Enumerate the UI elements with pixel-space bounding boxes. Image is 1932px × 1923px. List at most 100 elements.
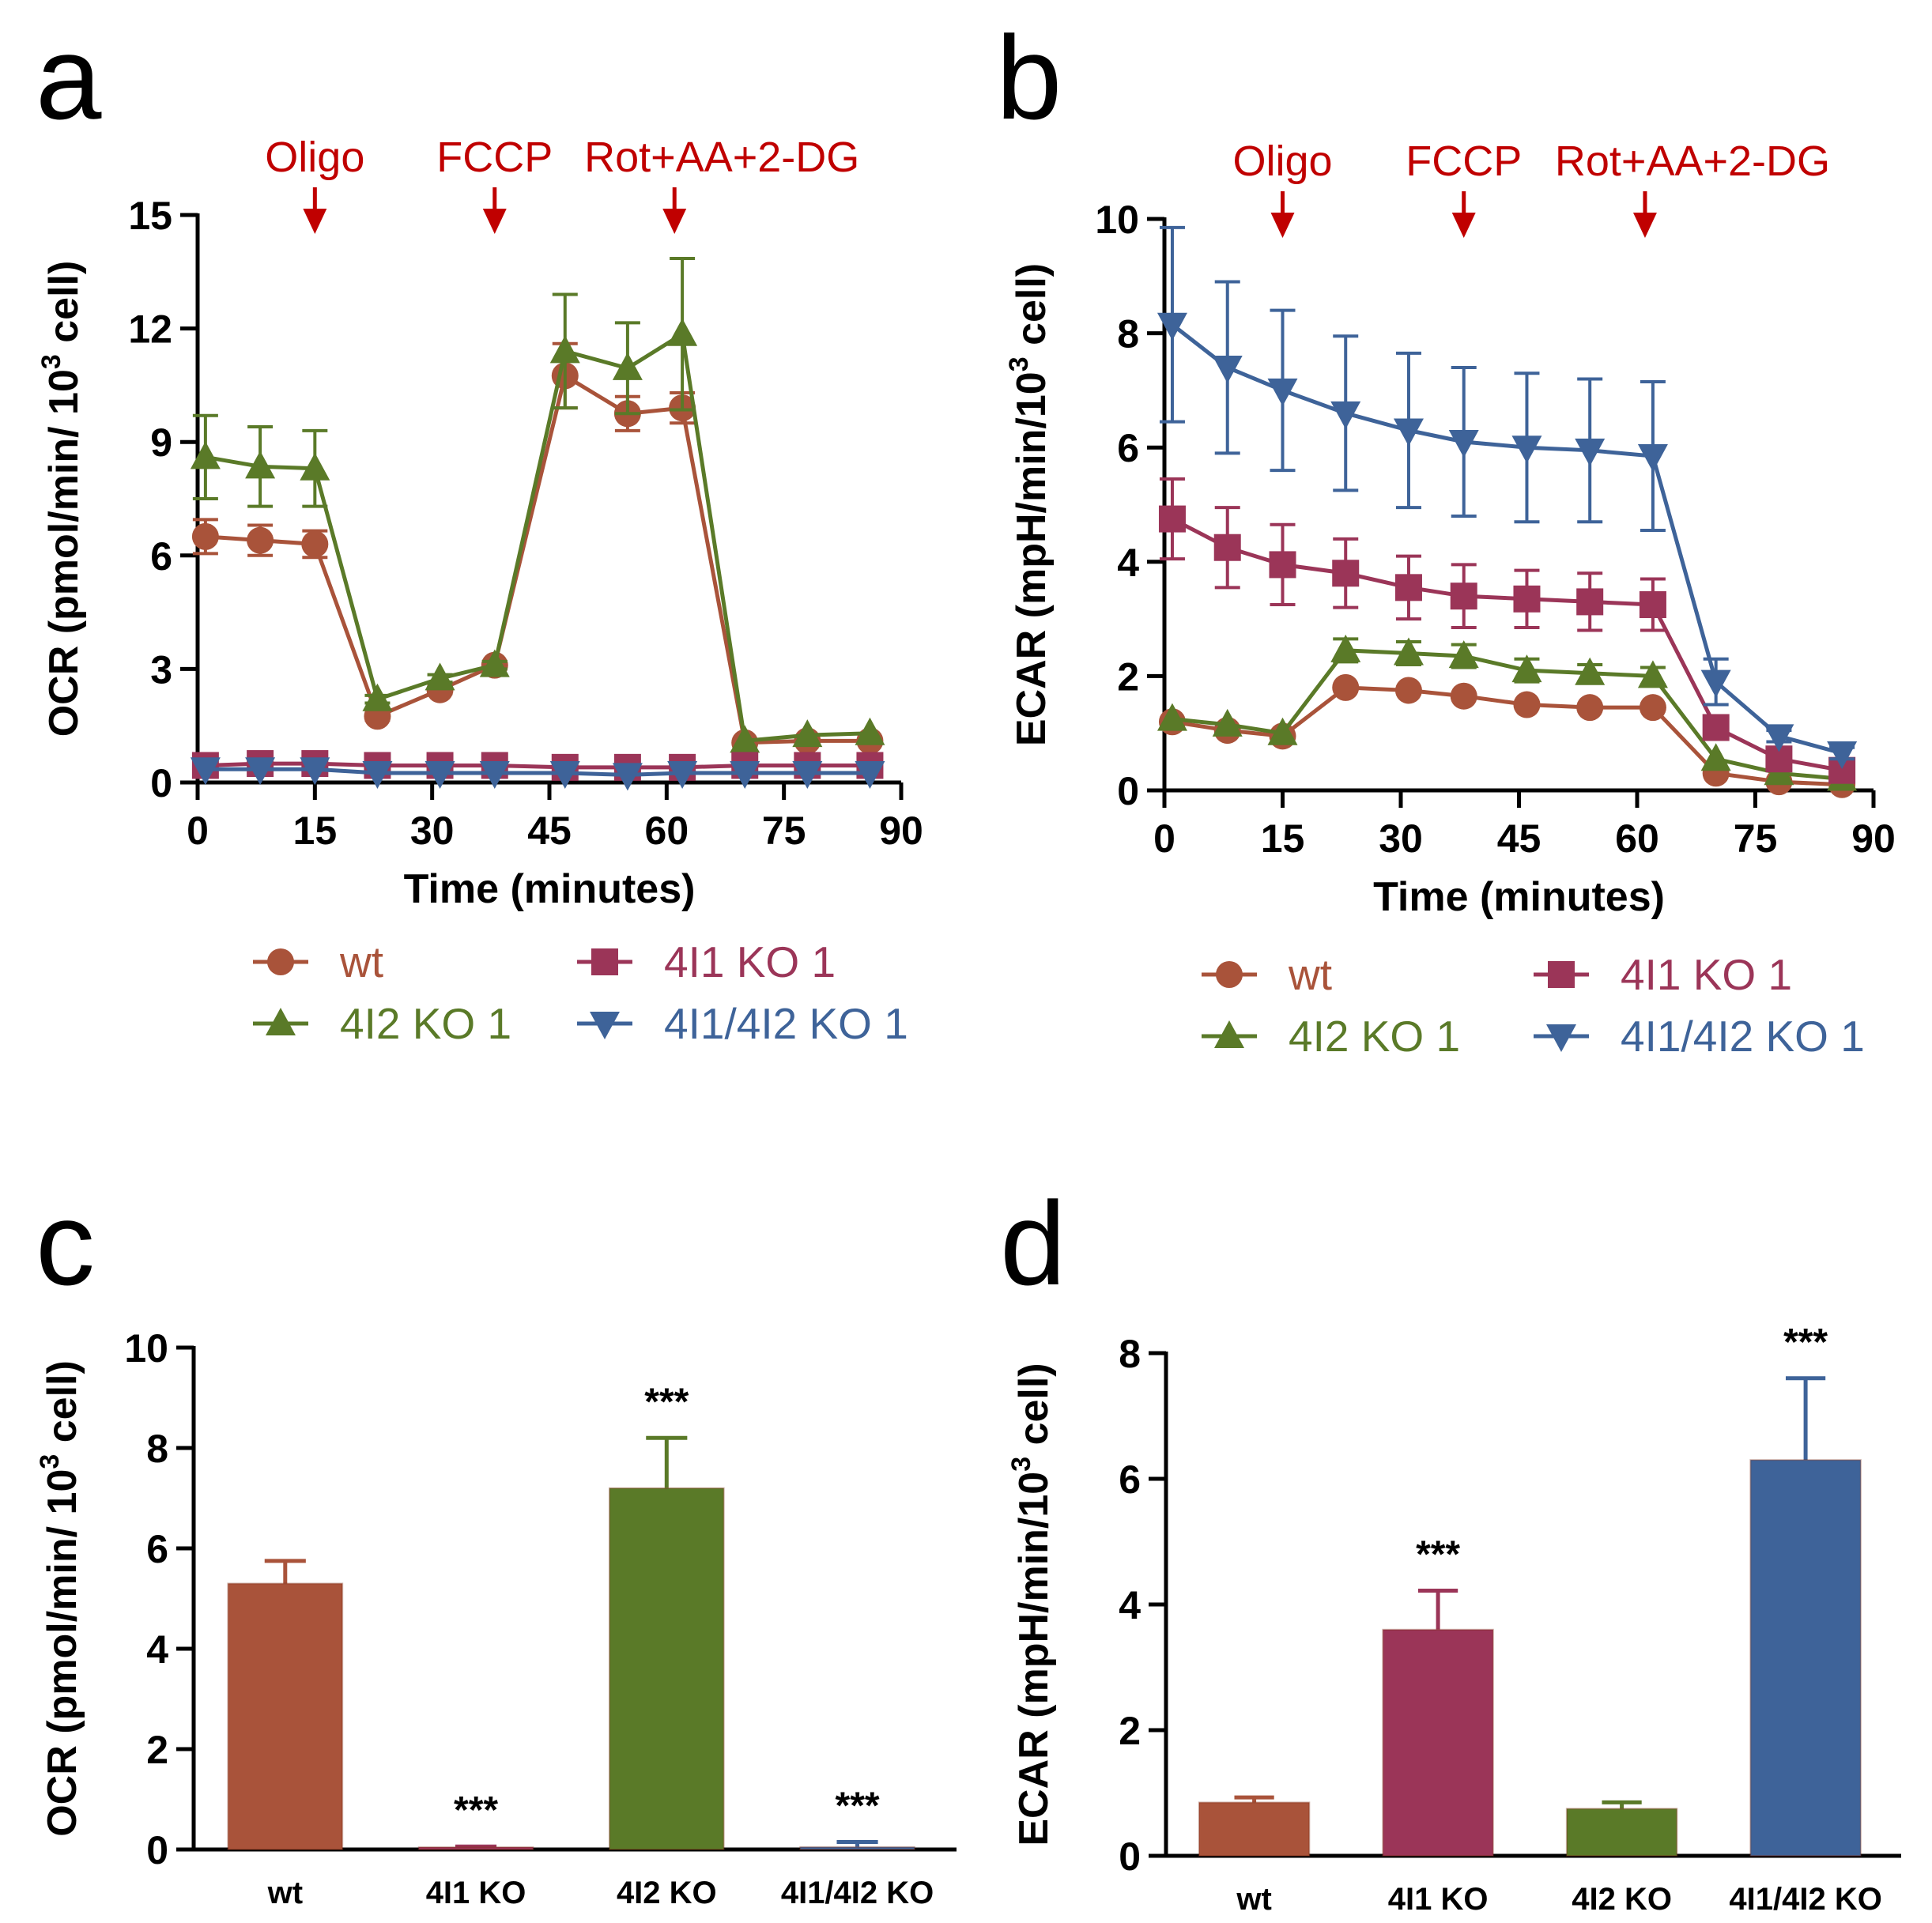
data-point <box>190 757 221 786</box>
data-point <box>1576 588 1604 616</box>
data-point <box>855 761 885 790</box>
legend-label: 4I1/4I2 KO 1 <box>664 999 908 1048</box>
x-tick-label: 45 <box>1497 816 1541 861</box>
y-axis-title: ECAR (mpH/min/103 cell) <box>1004 263 1055 746</box>
data-point <box>1212 708 1243 737</box>
data-point <box>549 761 580 790</box>
y-axis-title-main: ECAR (mpH/min/10 <box>1011 1472 1057 1846</box>
y-tick-label: 8 <box>146 1427 168 1471</box>
data-point <box>301 530 329 558</box>
data-point <box>1639 694 1666 722</box>
data-point <box>549 335 580 364</box>
y-axis-title-end: cell) <box>40 1360 85 1454</box>
y-axis-title-main: ECAR (mpH/min/10 <box>1009 371 1055 746</box>
legend: wt 4I1 KO 1 4I2 KO 1 4I1/4I2 KO 1 <box>1202 950 1865 1061</box>
data-point <box>792 761 823 790</box>
bar-4I1/4I2 KO <box>799 1846 915 1850</box>
data-point <box>1448 640 1479 669</box>
data-point <box>1448 429 1479 458</box>
significance-stars: *** <box>836 1785 880 1827</box>
data-point <box>1393 418 1424 447</box>
treatment-label: Oligo <box>1232 138 1332 185</box>
significance-stars: *** <box>454 1789 498 1831</box>
y-tick-label: 10 <box>1095 198 1139 242</box>
x-category-label: wt <box>1236 1882 1271 1917</box>
treatment-label: Rot+AA+2-DG <box>1555 138 1830 185</box>
y-tick-label: 0 <box>146 1828 168 1872</box>
y-axis-title-end: cell) <box>1011 1363 1057 1457</box>
panel-letter: d <box>1000 1177 1066 1310</box>
data-point <box>425 662 455 691</box>
legend-marker <box>1214 1020 1244 1048</box>
legend-marker <box>266 1008 296 1035</box>
data-point <box>1827 741 1858 770</box>
data-point <box>300 452 330 481</box>
legend-label: 4I1/4I2 KO 1 <box>1621 1012 1865 1061</box>
x-tick-label: 60 <box>1615 816 1659 861</box>
x-tick-label: 60 <box>645 809 689 853</box>
data-point <box>1332 560 1360 587</box>
data-point <box>479 649 510 677</box>
x-tick-label: 15 <box>1261 816 1305 861</box>
series-wt <box>1158 673 1856 798</box>
data-point <box>1513 585 1541 613</box>
treatment-arrow-head <box>1632 213 1657 238</box>
bar-4I2 KO <box>1565 1808 1678 1857</box>
x-category-label: 4I2 KO <box>617 1876 717 1910</box>
data-point <box>1700 743 1731 771</box>
data-point <box>1269 551 1296 579</box>
data-point <box>855 717 885 745</box>
y-axis-title-end: cell) <box>1009 263 1055 357</box>
data-point <box>1157 312 1187 341</box>
x-tick-label: 0 <box>187 809 209 853</box>
y-tick-label: 3 <box>150 647 172 692</box>
y-tick-label: 0 <box>150 761 172 805</box>
x-tick-label: 75 <box>1734 816 1778 861</box>
data-point <box>792 719 823 748</box>
y-axis-title-sup: 3 <box>36 354 66 369</box>
data-point <box>1450 682 1477 710</box>
x-category-label: 4I1 KO <box>426 1876 526 1910</box>
data-point <box>1637 660 1668 688</box>
data-point <box>479 761 510 790</box>
x-tick-label: 90 <box>879 809 923 853</box>
data-point <box>1575 438 1606 466</box>
data-point <box>425 761 455 790</box>
panel-d: d 0 2 4 6 8 ECAR (mpH/min/103 cell) wt 4I1 KO ***… <box>1000 1177 1901 1917</box>
legend-label: 4I1 KO 1 <box>664 937 836 986</box>
legend-label: wt <box>1288 950 1332 999</box>
data-point <box>1450 583 1477 610</box>
data-point <box>1212 355 1243 383</box>
x-tick-label: 30 <box>410 809 455 853</box>
x-tick-label: 15 <box>293 809 338 853</box>
series-line <box>1171 322 1843 756</box>
y-axis-title-main: OCR (pmol/min/ 10 <box>41 369 87 737</box>
legend-marker <box>1216 961 1243 988</box>
legend: wt 4I1 KO 1 4I2 KO 1 4I1/4I2 KO 1 <box>253 937 908 1048</box>
y-axis-title-end: cell) <box>41 261 87 355</box>
treatment-label: Rot+AA+2-DG <box>584 134 859 181</box>
x-tick-label: 90 <box>1851 816 1896 861</box>
y-tick-label: 8 <box>1117 312 1139 356</box>
y-tick-label: 6 <box>150 534 172 579</box>
treatment-arrow-head <box>662 209 687 234</box>
data-point <box>612 352 643 380</box>
y-tick-label: 12 <box>128 307 172 352</box>
y-tick-label: 4 <box>146 1627 168 1672</box>
treatment-arrow-head <box>303 209 327 234</box>
data-point <box>1332 673 1360 701</box>
data-point <box>667 318 698 346</box>
y-tick-label: 9 <box>150 420 172 465</box>
panel-letter: a <box>36 11 102 144</box>
x-tick-label: 75 <box>762 809 806 853</box>
y-tick-label: 8 <box>1119 1332 1141 1376</box>
treatment-label: Oligo <box>265 134 364 181</box>
panel-b: b 0 2 4 6 8 10 ECAR (mpH/min/103 cell) 0 15 30 45 60… <box>996 11 1896 1061</box>
y-tick-label: 2 <box>146 1728 168 1772</box>
data-point <box>612 763 643 791</box>
data-point <box>1702 714 1730 741</box>
data-point <box>300 757 330 786</box>
series-line <box>205 767 870 777</box>
